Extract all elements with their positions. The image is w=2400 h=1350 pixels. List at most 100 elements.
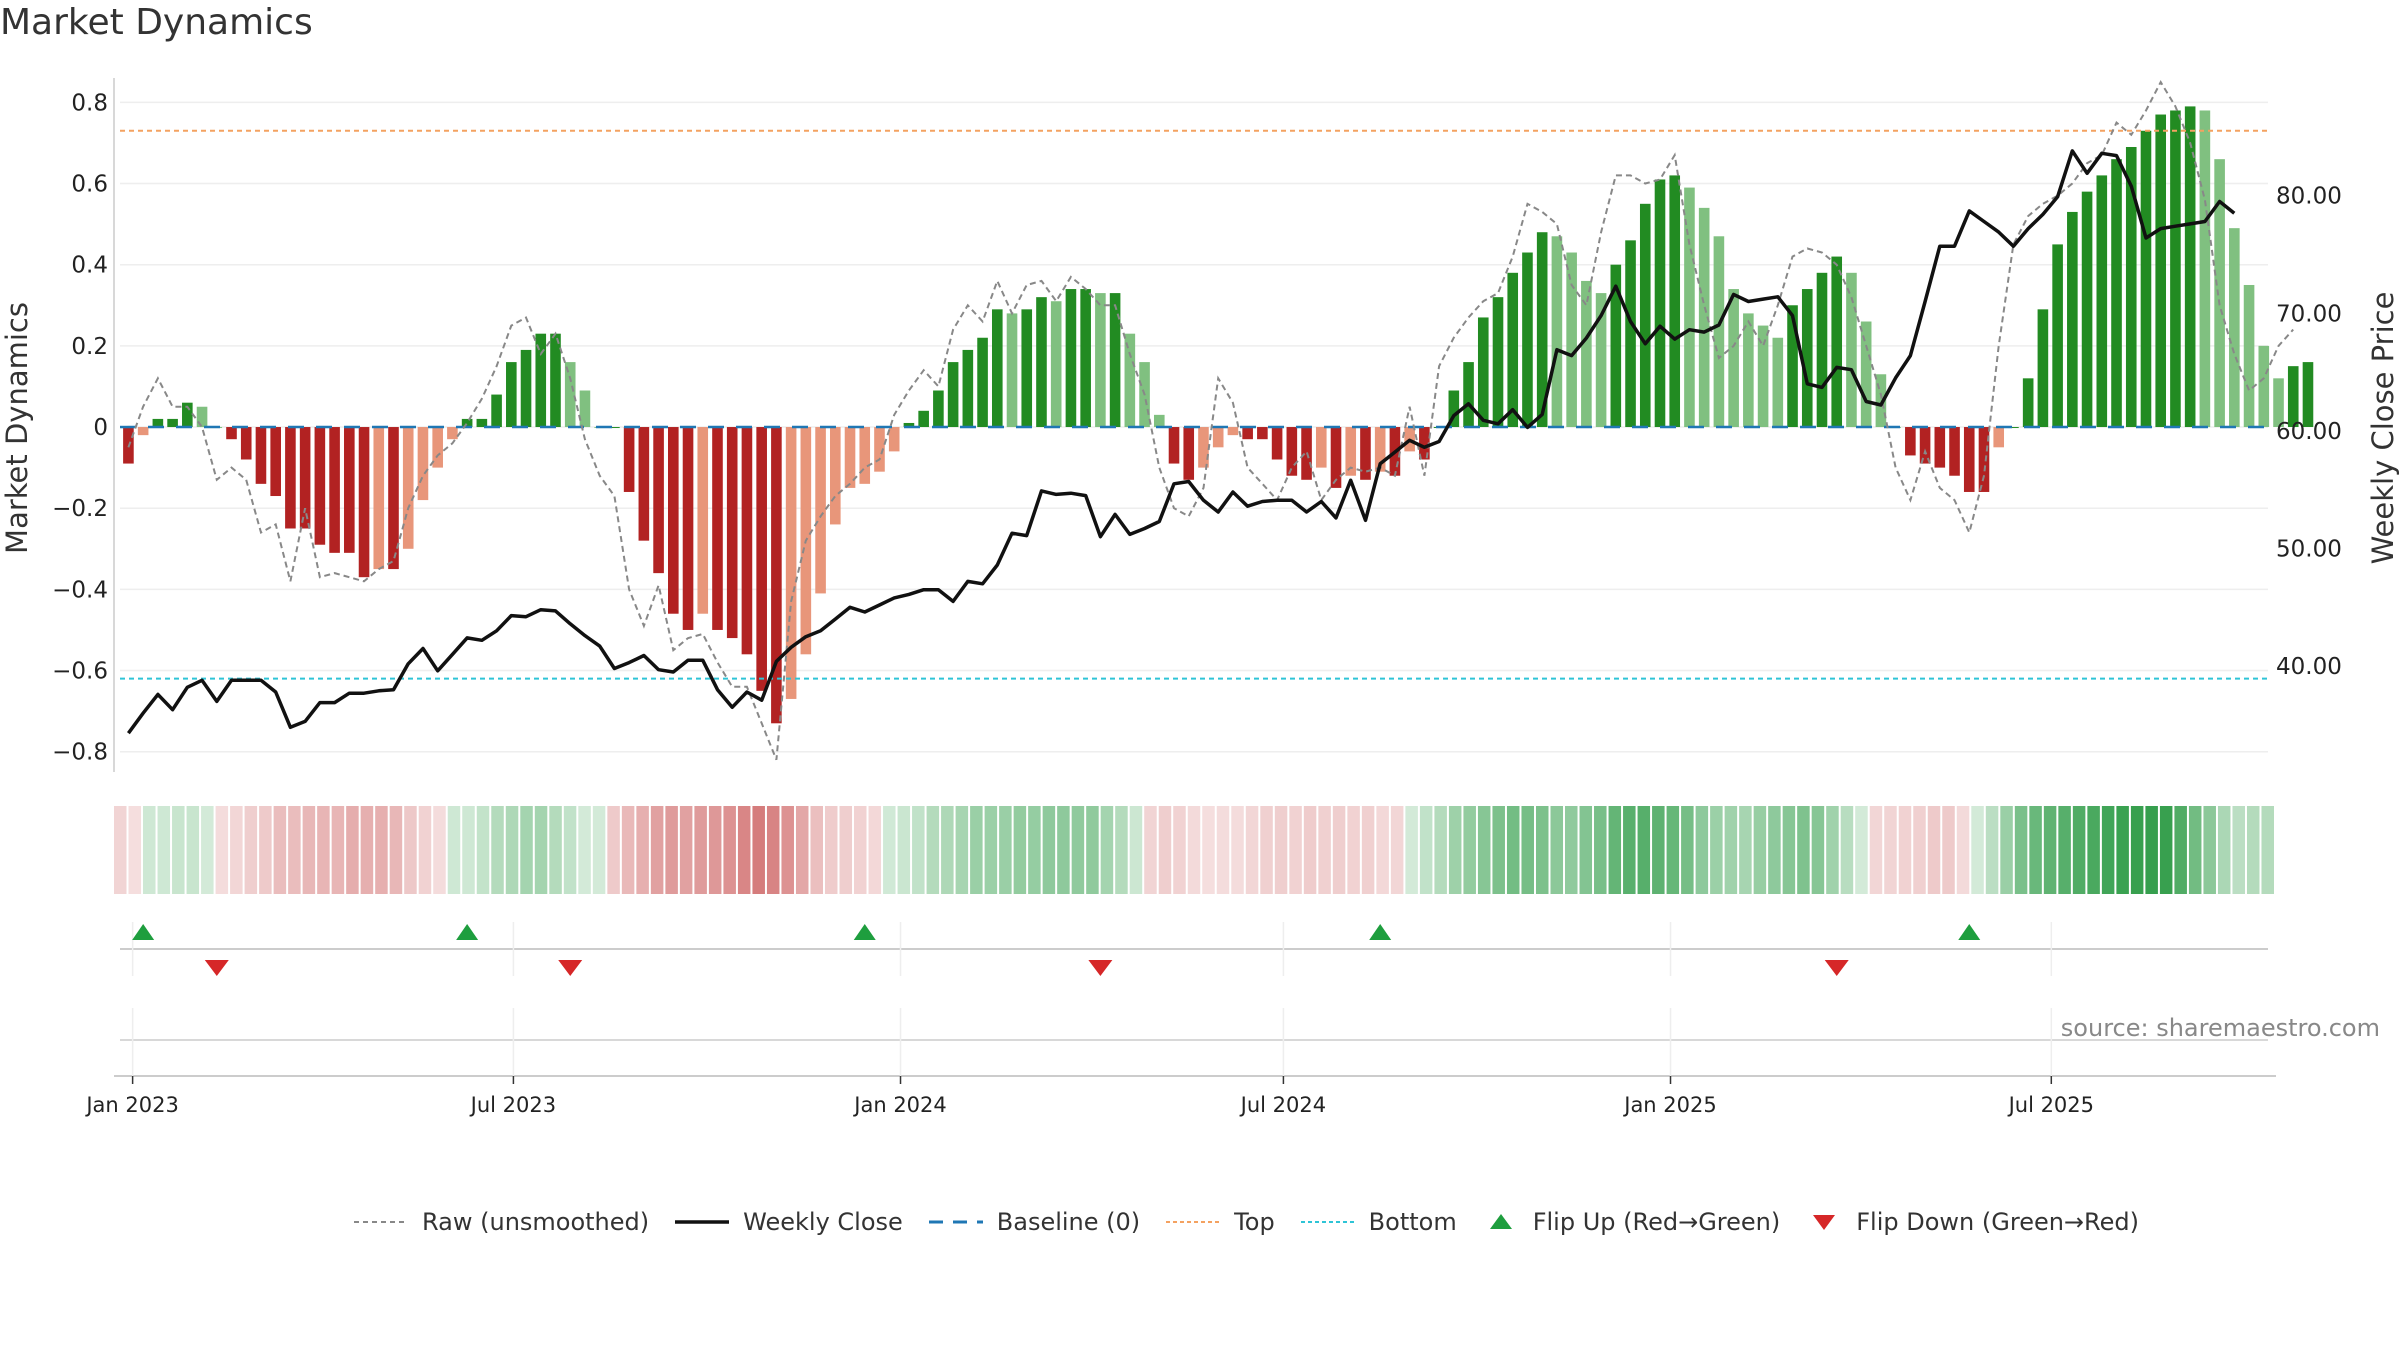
heat-cell [1071, 806, 1085, 894]
dynamics-bar [1168, 427, 1180, 464]
heat-cell [1840, 806, 1854, 894]
dynamics-bar [2037, 309, 2049, 428]
dynamics-bar [1124, 333, 1136, 428]
heat-cell [1695, 806, 1709, 894]
dynamics-bar [1831, 256, 1843, 428]
heat-cell [1129, 806, 1143, 894]
heat-cell [984, 806, 998, 894]
dynamics-bar [933, 390, 944, 428]
heat-cell [1100, 806, 1114, 894]
heat-cell [549, 806, 562, 894]
heat-cell [1245, 806, 1259, 894]
dynamics-bar [785, 427, 797, 699]
x-tick-label: Jan 2025 [1622, 1093, 1717, 1117]
dynamics-bar [564, 362, 576, 428]
heat-cell [491, 806, 504, 894]
dynamics-bar [1860, 321, 1872, 428]
dynamics-bar [2125, 146, 2137, 428]
legend-item-bottom: Bottom [1299, 1208, 1457, 1236]
dotted-cyan-line-icon [1300, 1221, 1355, 1223]
heat-cell [172, 806, 185, 894]
dynamics-bar [2111, 159, 2122, 428]
dynamics-bar [1345, 427, 1357, 476]
dynamics-bar [1257, 427, 1268, 440]
dynamics-bar [1581, 280, 1592, 428]
heat-cell [1231, 806, 1244, 894]
y-axis-left-title: Market Dynamics [0, 302, 34, 554]
heat-cell [1028, 806, 1041, 894]
dynamics-bar [1595, 293, 1607, 428]
raw-series-line [127, 80, 2294, 761]
heat-cell [1579, 806, 1593, 894]
dynamics-bar [697, 427, 709, 614]
heat-cell [1332, 806, 1346, 894]
heat-cell [447, 806, 461, 894]
dynamics-bar [2214, 159, 2225, 428]
dynamics-bar [137, 427, 149, 436]
heat-cell [1376, 806, 1389, 894]
dynamics-bar [447, 427, 458, 440]
y-right-tick-label: 60.00 [2276, 419, 2342, 445]
legend-label: Flip Up (Red→Green) [1532, 1208, 1781, 1236]
heat-cell [317, 806, 330, 894]
y-left-tick-label: −0.2 [52, 496, 108, 522]
dynamics-bar [2022, 378, 2034, 428]
dynamics-bar [1551, 236, 1563, 428]
heat-cell [723, 806, 736, 894]
heat-cell [1681, 806, 1694, 894]
heat-cell [1942, 806, 1955, 894]
dynamics-bar [1949, 427, 1960, 476]
heat-cell [1434, 806, 1447, 894]
flip-down-marker [204, 960, 229, 976]
dynamics-bar [1522, 252, 1533, 428]
dynamics-bar [991, 309, 1003, 428]
dynamics-bar [1109, 293, 1121, 428]
heat-cell [2232, 806, 2245, 894]
dynamics-bar [2184, 106, 2196, 428]
heat-cell [1390, 806, 1404, 894]
y-axis-right-title: Weekly Close Price [2366, 292, 2400, 565]
heat-cell [259, 806, 272, 894]
dynamics-bar [815, 427, 826, 594]
heat-cell [346, 806, 359, 894]
heat-cell [433, 806, 446, 894]
dynamics-bar [579, 390, 591, 428]
dynamics-bar [388, 427, 399, 570]
axis-layer: −0.8 −0.6 −0.4 −0.2 0 0.2 0.4 0.6 0.8 40.00 50.00 6… [52, 78, 2342, 772]
heat-cell [1158, 806, 1172, 894]
heat-cell [1985, 806, 1999, 894]
legend-label: Raw (unsmoothed) [422, 1208, 650, 1236]
heat-cell [1782, 806, 1796, 894]
heat-cell [1042, 806, 1056, 894]
heat-cell [1274, 806, 1288, 894]
dynamics-bar [1757, 325, 1769, 428]
dynamics-bar [771, 427, 782, 724]
x-tick-label: Jul 2023 [469, 1093, 556, 1117]
dynamics-bar [1492, 297, 1504, 428]
dynamics-bar [1065, 289, 1077, 428]
heat-cell [143, 806, 156, 894]
heat-cell [2000, 806, 2013, 894]
heat-cell [650, 806, 664, 894]
dynamics-bar [1419, 427, 1430, 460]
dynamics-bar [844, 427, 856, 488]
close-line-layer [126, 149, 2236, 735]
y-right-tick-label: 50.00 [2276, 537, 2342, 563]
dynamics-bar [1698, 207, 1710, 428]
heat-cell [375, 806, 388, 894]
flip-up-marker [853, 924, 876, 940]
dynamics-bar [2008, 427, 2019, 429]
heat-cell [1666, 806, 1680, 894]
dynamics-bar [1536, 232, 1548, 428]
heat-cell [2217, 806, 2231, 894]
dynamics-bar [2096, 175, 2108, 428]
heat-cell [2029, 806, 2042, 894]
raw-line-layer [127, 80, 2294, 761]
dynamics-bar [1743, 313, 1754, 428]
dynamics-bar [2287, 366, 2299, 428]
heat-cell [1521, 806, 1534, 894]
heat-cell [418, 806, 432, 894]
heat-cell [795, 806, 809, 894]
dynamics-bar [1036, 297, 1047, 428]
